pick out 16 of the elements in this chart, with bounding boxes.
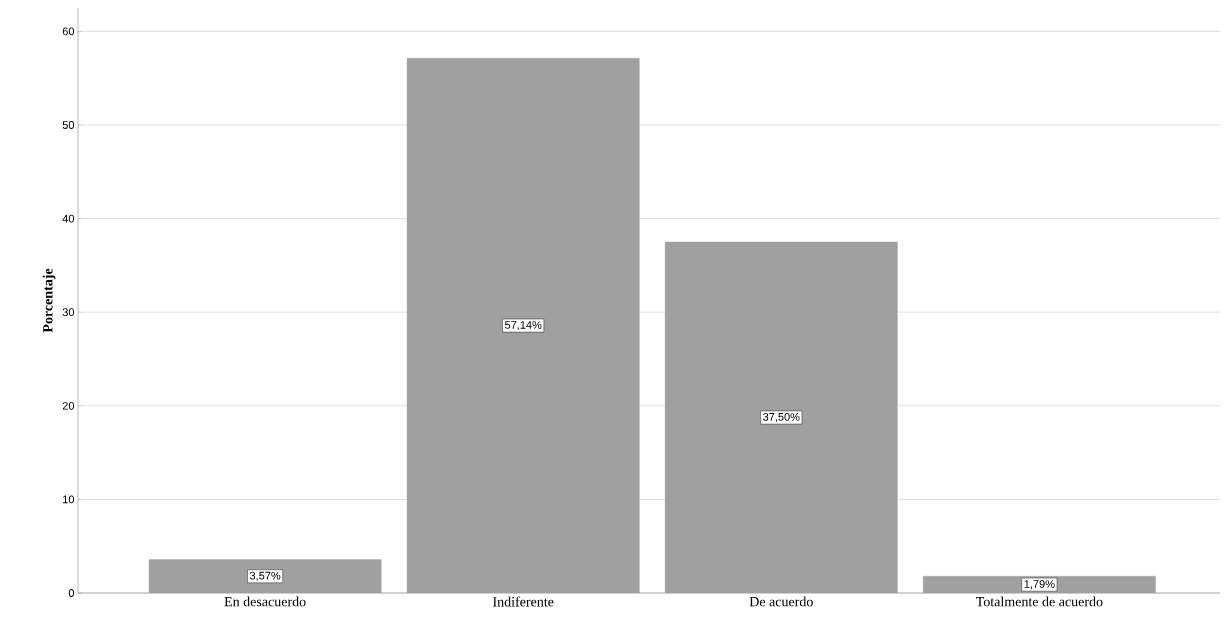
x-tick-label: En desacuerdo <box>224 596 306 607</box>
x-tick-label: Totalmente de acuerdo <box>975 596 1103 607</box>
y-tick-label: 20 <box>62 401 75 410</box>
y-tick-label: 60 <box>62 27 75 36</box>
y-tick-label: 50 <box>62 121 75 129</box>
x-tick-label: De acuerdo <box>749 596 813 607</box>
data-label: 57,14% <box>504 321 542 331</box>
data-label: 3,57% <box>249 571 281 581</box>
data-label: 1,79% <box>1024 580 1055 590</box>
y-tick-label: 10 <box>63 495 75 504</box>
x-tick-label: Indiferente <box>492 596 554 607</box>
y-tick-label: 30 <box>62 308 75 317</box>
data-label: 37,50% <box>763 412 800 423</box>
y-axis-title: Porcentaje <box>42 268 56 333</box>
y-tick-label: 0 <box>68 589 75 597</box>
y-tick-label: 40 <box>62 214 75 223</box>
